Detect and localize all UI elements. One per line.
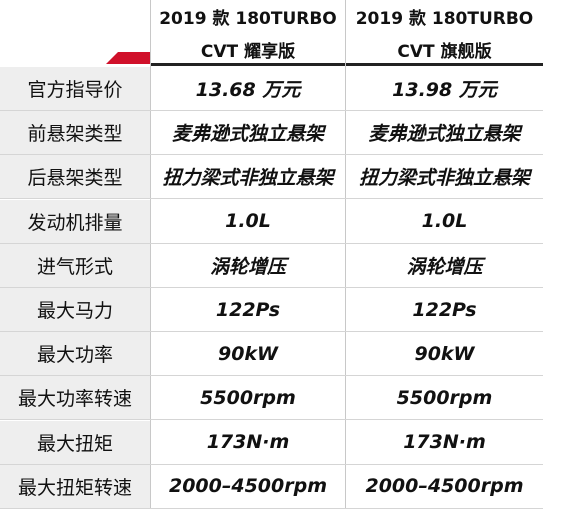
cell-value: 13.68 万元 [195,79,301,101]
table-row: 最大功率 90kW 90kW [0,332,543,377]
table-row: 官方指导价 13.68 万元 13.98 万元 [0,67,543,111]
cell-value: 扭力梁式非独立悬架 [162,167,334,190]
cell-value: 涡轮增压 [209,255,286,278]
cell-value: 173N·m [206,431,290,454]
header-line: 2019 款 180TURBO [355,9,534,29]
row-label: 最大功率转速 [0,376,150,420]
header-decor [106,52,543,66]
header-rule [150,63,543,66]
row-label: 最大扭矩转速 [0,464,150,508]
table-row: 最大扭矩转速 2000–4500rpm 2000–4500rpm [0,464,543,509]
row-label: 官方指导价 [0,67,150,110]
header-line: CVT 耀享版 [200,42,296,62]
cell-value: 122Ps [215,298,281,321]
cell-value: 5500rpm [200,386,296,409]
red-accent [106,52,150,64]
cell-value: 1.0L [421,210,468,233]
row-label: 前悬架类型 [0,111,150,155]
row-label: 最大马力 [0,288,150,331]
table-row: 发动机排量 1.0L 1.0L [0,199,543,244]
table-row: 最大马力 122Ps 122Ps [0,288,543,332]
table-row: 最大扭矩 173N·m 173N·m [0,420,543,465]
table-row: 前悬架类型 麦弗逊式独立悬架 麦弗逊式独立悬架 [0,111,543,156]
divider [345,0,346,509]
header-line: 2019 款 180TURBO [159,9,337,29]
cell-value: 麦弗逊式独立悬架 [171,123,324,146]
row-label: 后悬架类型 [0,155,150,199]
cell-value: 2000–4500rpm [365,475,524,498]
cell-value: 90kW [217,342,279,365]
cell-value: 122Ps [412,298,477,321]
header-line: CVT 旗舰版 [397,42,492,62]
cell-value: 扭力梁式非独立悬架 [358,167,530,190]
table-row: 进气形式 涡轮增压 涡轮增压 [0,243,543,288]
cell-value: 涡轮增压 [406,255,483,278]
row-label: 最大扭矩 [0,420,150,464]
cell-value: 麦弗逊式独立悬架 [368,123,521,146]
cell-value: 1.0L [225,210,271,233]
column-header: 2019 款 180TURBO CVT 耀享版 [151,0,345,66]
cell-value: 173N·m [403,431,486,454]
row-label: 最大功率 [0,332,150,376]
column-header: 2019 款 180TURBO CVT 旗舰版 [346,0,543,66]
cell-value: 13.98 万元 [392,79,497,101]
cell-value: 5500rpm [396,386,493,409]
table-row: 后悬架类型 扭力梁式非独立悬架 扭力梁式非独立悬架 [0,155,543,200]
row-label: 发动机排量 [0,199,150,243]
row-label: 进气形式 [0,243,150,287]
cell-value: 2000–4500rpm [168,475,328,498]
table-row: 最大功率转速 5500rpm 5500rpm [0,376,543,421]
divider [150,0,151,509]
cell-value: 90kW [414,342,475,365]
